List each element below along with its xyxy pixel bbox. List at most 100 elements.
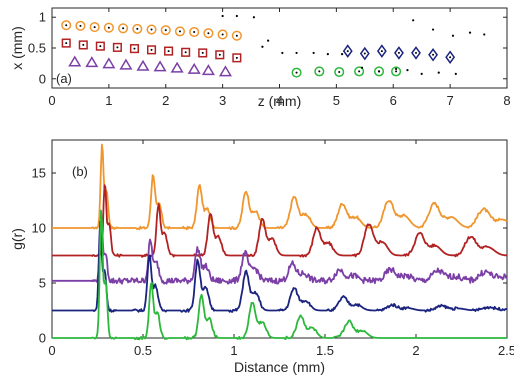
scatter-point [326,53,329,56]
scatter-point [129,44,140,54]
panel-a-ticks: 0 1 2 3 4 5 6 7 8 0 0.5 1 [28,8,511,108]
panel-b-ticks: 0 0.5 1 1.5 2 2.5 0 5 10 15 [32,140,514,358]
scatter-point [468,31,472,34]
scatter-point [412,19,415,22]
scatter-point [75,20,86,31]
scatter-point [359,46,370,61]
panel-a-x-axis-label: z (mm) [258,93,302,109]
scatter-point [232,53,242,63]
scatter-point [391,66,402,77]
scatter-point [406,69,409,72]
scatter-point [451,34,455,37]
gr-series-line [52,209,508,341]
x-tick-label: 0.5 [134,343,152,358]
scatter-point [146,45,157,55]
scatter-point [85,56,99,68]
x-tick-label: 6 [390,93,397,108]
scatter-point [164,46,174,56]
gr-series-line [52,220,508,313]
y-tick-label: 0 [39,71,46,86]
scatter-point [394,67,398,71]
scatter-point [295,51,298,55]
scatter-point [445,50,456,65]
x-tick-label: 2 [162,93,169,108]
scatter-point [437,71,440,74]
panel-b-axes-box [51,139,508,339]
y-tick-label: 5 [39,276,46,291]
scatter-point [231,30,242,41]
y-tick-label: 0.5 [28,41,46,56]
panel-a-label: (a) [56,71,72,86]
scatter-point [291,67,302,78]
scatter-point [203,28,214,39]
scatter-point [454,72,457,75]
panel-a-y-axis-label: x (mm) [9,26,25,70]
scatter-point [218,65,232,77]
scatter-point [394,46,404,60]
x-tick-label: 0 [48,93,55,108]
x-tick-label: 5 [333,93,340,108]
scatter-point [132,23,143,34]
scatter-point [95,41,105,51]
y-tick-label: 15 [32,166,46,181]
scatter-point [89,22,100,33]
scatter-point [119,58,133,70]
scatter-point [174,26,186,37]
scatter-point [312,51,315,55]
panel-a-axes-box [51,7,508,89]
x-tick-label: 2 [412,343,419,358]
scatter-point [281,51,284,55]
scatter-point [314,66,325,77]
scatter-point [354,66,365,77]
scatter-point [334,66,345,78]
gr-series-line [52,184,508,258]
scatter-point [431,28,435,31]
y-tick-label: 1 [39,10,46,25]
panel-a-scatter: 0 1 2 3 4 5 6 7 8 0 0.5 1 (a) z (mm) x (mm) [9,7,511,109]
scatter-point [102,57,116,69]
panel-b-y-axis-label: g(r) [9,228,25,250]
gr-series-line [52,143,508,231]
y-tick-label: 10 [32,221,46,236]
x-tick-label: 1 [105,93,112,108]
scatter-point [428,47,438,62]
scatter-point [160,25,171,36]
scatter-point [136,59,150,71]
scatter-point [146,24,157,35]
scatter-point [483,33,486,36]
scatter-point [78,40,88,50]
scatter-point [267,39,270,42]
scatter-point [217,29,228,40]
scatter-point [181,47,191,57]
y-tick-label: 0 [39,331,46,346]
scatter-point [103,22,114,33]
scatter-point [360,66,364,69]
scatter-point [153,60,167,72]
scatter-point [201,64,215,76]
x-tick-label: 8 [503,93,510,108]
x-tick-label: 7 [447,93,454,108]
scatter-point [377,70,381,73]
scatter-point [252,16,256,19]
scatter-point [221,14,224,18]
panel-b-series [52,143,508,341]
x-tick-label: 1 [230,343,237,358]
x-tick-label: 3 [219,93,226,108]
scatter-point [198,48,208,58]
scatter-point [376,44,387,58]
scatter-point [342,44,353,58]
scatter-point [420,72,423,75]
scatter-point [118,23,129,34]
scatter-point [112,42,122,52]
scatter-point [411,46,421,60]
panel-a-markers [61,14,486,78]
scatter-point [235,14,238,18]
panel-b-x-axis-label: Distance (mm) [234,359,325,375]
scatter-point [61,38,71,48]
x-tick-label: 1.5 [316,343,334,358]
scatter-point [340,53,344,56]
scatter-point [61,20,72,31]
scatter-point [261,45,264,48]
x-tick-label: 4 [276,93,283,108]
